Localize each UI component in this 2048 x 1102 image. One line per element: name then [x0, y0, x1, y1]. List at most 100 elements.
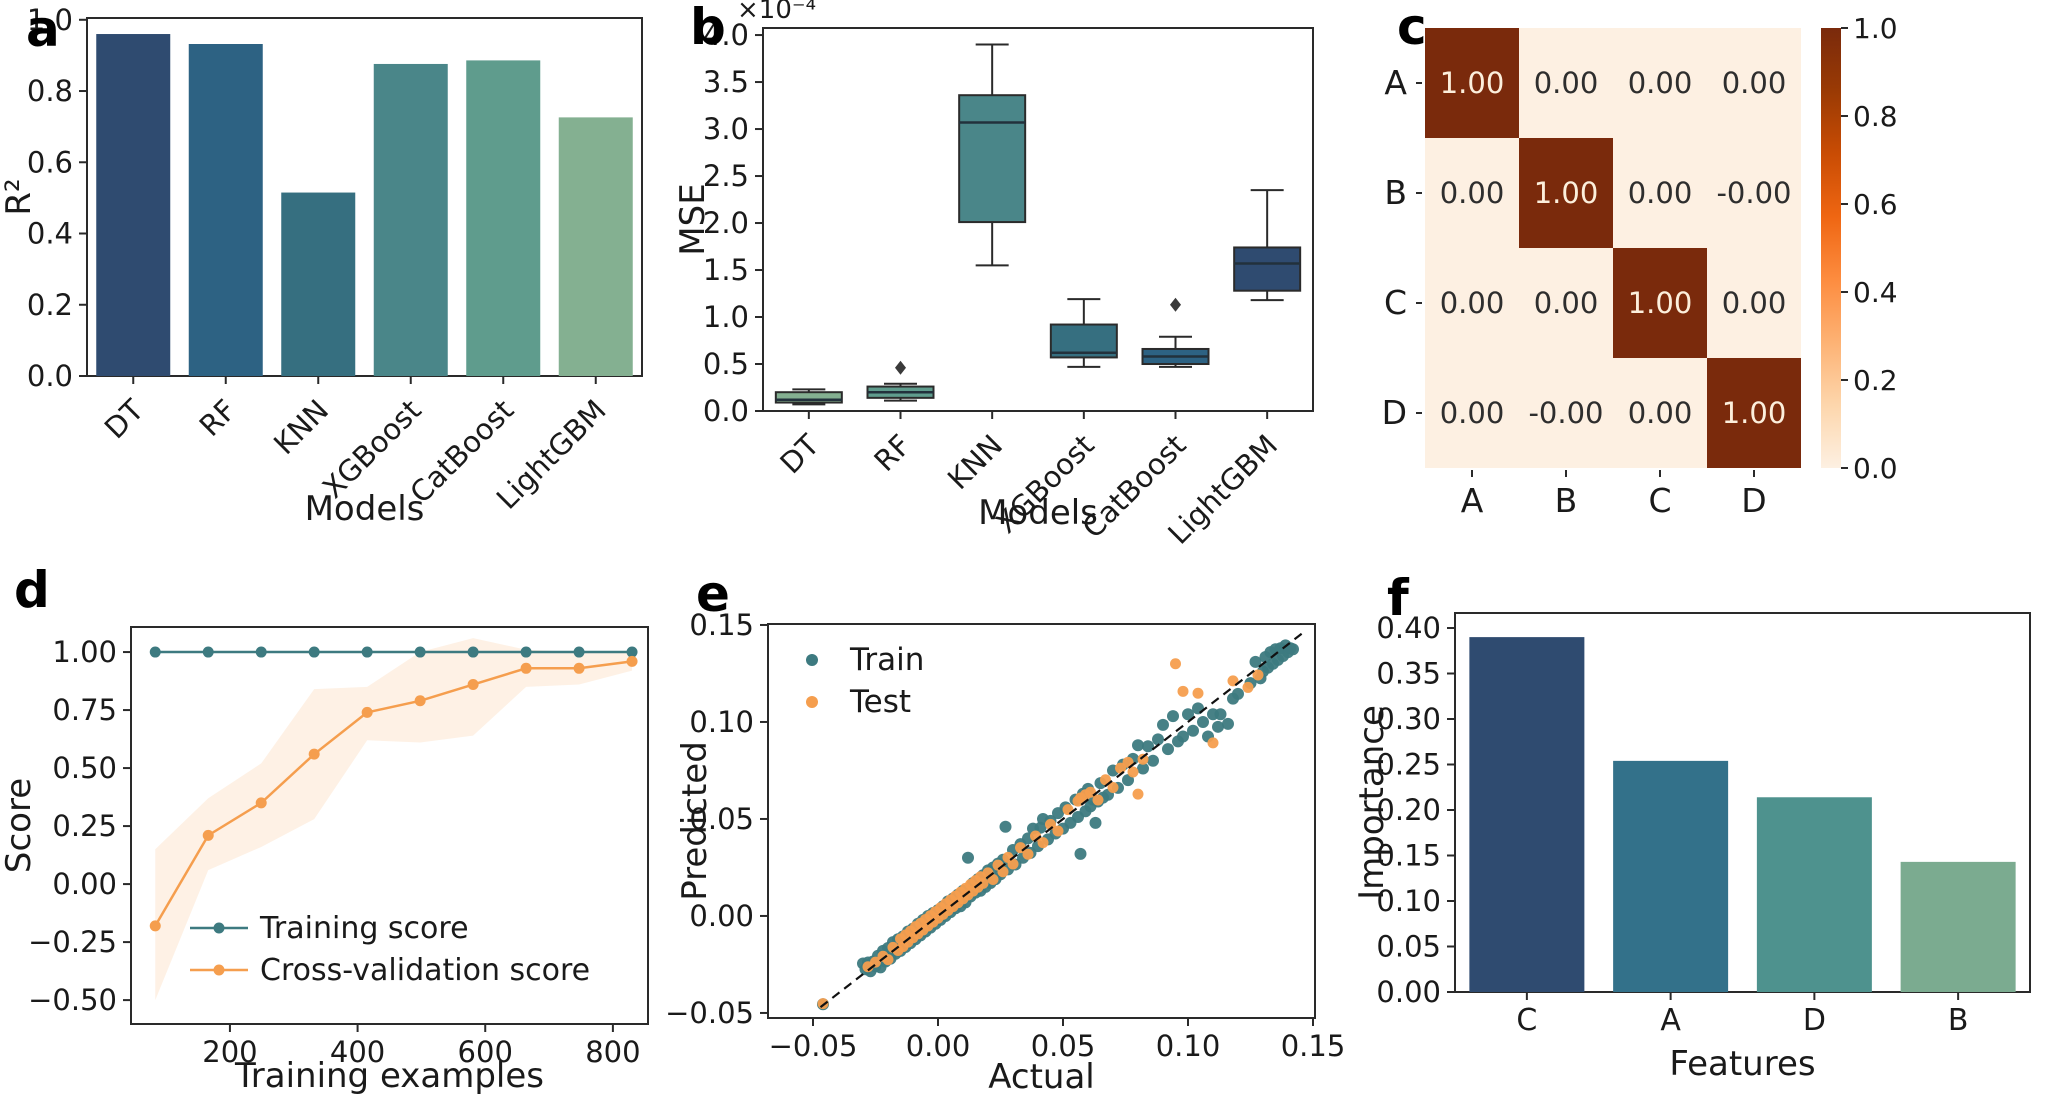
train-point [1089, 816, 1102, 829]
y-tick-label: 1.0 [703, 300, 749, 334]
test-point [882, 954, 894, 966]
train-point [1074, 847, 1087, 860]
y-tick-label: −0.50 [28, 983, 117, 1017]
x-axis-label: Models [305, 489, 425, 529]
heatmap-cell [1425, 28, 1519, 138]
train-point [1152, 733, 1164, 746]
heatmap-cell [1613, 138, 1707, 248]
train-point [1232, 687, 1244, 700]
legend-label: Training score [259, 911, 469, 946]
legend-label: Test [849, 684, 911, 720]
x-tick-label: 0.05 [1031, 1029, 1096, 1063]
panel-d: d 1.00 0.75 0.50 0.25 0.00 −0.25 −0.50 200 400 60… [0, 551, 682, 1102]
train-point [1142, 740, 1154, 753]
y-tick-label: 0.30 [1376, 702, 1441, 736]
y-tick-label: −0.05 [665, 996, 754, 1030]
panel-b: b 0.0 0.5 1.0 1.5 2.0 2.5 3.0 3.5 4.0 ×10⁻⁴ DT RF KN… [673, 0, 1365, 551]
colorbar-tick-label: 0.4 [1853, 276, 1898, 309]
y-tick-label: 1.0 [27, 3, 73, 37]
panel-letter-f: f [1387, 569, 1409, 627]
train-score-line-marker [626, 646, 638, 658]
y-tick-label: 0.75 [52, 693, 117, 727]
train-point [1177, 730, 1189, 743]
colorbar-tick-label: 0.6 [1853, 188, 1898, 221]
heatmap-cell-value: 0.00 [1628, 176, 1693, 210]
bar-B [1900, 861, 2016, 992]
bar-RF [188, 44, 263, 377]
axes-frame [762, 27, 1314, 412]
heatmap-cell [1613, 358, 1707, 468]
train-point [1147, 754, 1159, 767]
x-axis-label: Actual [988, 1057, 1095, 1097]
legend-label: Cross-validation score [260, 953, 590, 988]
y-axis-label: R² [0, 178, 39, 215]
bar-A [1613, 760, 1729, 992]
chart-mse-boxplot: 0.00.51.01.52.02.53.03.54.0×10⁻⁴DT RF KNNX… [673, 0, 1314, 551]
heatmap-cell-value: 0.00 [1628, 66, 1693, 100]
train-score-line-marker [255, 646, 267, 658]
y-tick-label: 0.6 [27, 145, 73, 179]
heatmap-cell [1707, 358, 1801, 468]
y-tick-label: 0.50 [52, 751, 117, 785]
y-tick-label: 0.05 [1376, 930, 1441, 964]
test-point [1170, 658, 1181, 670]
heatmap-cell-value: 1.00 [1534, 176, 1599, 210]
bar-C [1469, 637, 1585, 992]
heatmap-cell [1519, 138, 1613, 248]
cv-score-line-marker [149, 920, 161, 932]
x-tick-label: RF [193, 393, 243, 443]
test-point [1242, 681, 1254, 693]
train-point [1132, 739, 1144, 752]
y-tick-label: 2.0 [703, 206, 749, 240]
colorbar-tick-label: 0.2 [1853, 364, 1898, 397]
heatmap-cell-value: 1.00 [1440, 66, 1505, 100]
cv-score-line-marker [626, 655, 638, 667]
bar-XGBoost [373, 63, 448, 376]
heatmap-cell-value: -0.00 [1528, 396, 1603, 430]
heatmap-cell [1425, 248, 1519, 358]
legend-marker [213, 922, 225, 934]
y-tick-label: 0.40 [1376, 611, 1441, 645]
heatmap-cell-value: -0.00 [1716, 176, 1791, 210]
heatmap-cell-value: 0.00 [1440, 176, 1505, 210]
panel-c: c 1.00 0.00 0.00 0.00 0.00 1.00 0.00 -0.00 0.00 0… [1365, 0, 2048, 551]
x-tick-label: 800 [585, 1035, 640, 1069]
y-axis-label: Score [0, 778, 39, 873]
legend-marker [806, 696, 818, 708]
chart-correlation-heatmap: 1.00 0.00 0.00 0.00 0.00 1.00 0.00 -0.00 0.00 0.0… [1382, 12, 1898, 520]
legend-marker [213, 964, 225, 976]
train-score-line-marker [573, 646, 585, 658]
cv-score-line-marker [467, 679, 479, 691]
heatmap-cell-value: 0.00 [1440, 286, 1505, 320]
x-tick-label: KNN [267, 393, 335, 461]
colorbar [1821, 28, 1841, 468]
col-label: C [1648, 481, 1671, 520]
legend-marker [806, 654, 818, 666]
y-axis-label: MSE [673, 183, 713, 255]
train-point [1287, 643, 1299, 656]
train-point [1182, 708, 1194, 721]
test-point [1037, 837, 1049, 849]
chart-r2-bars: 0.00.20.40.60.81.0DT RF KNNXGBoostCatBoost… [0, 3, 643, 529]
train-score-line-marker [520, 646, 532, 658]
train-point [1192, 702, 1204, 715]
train-point [1167, 710, 1179, 723]
train-point [962, 851, 974, 864]
train-point [1249, 655, 1262, 668]
heatmap-cell-value: 0.00 [1628, 396, 1693, 430]
y-tick-label: 0.35 [1376, 657, 1441, 691]
panel-a: a 0.0 0.2 0.4 0.6 0.8 1.0 DT RF KNN XGBoost CatBoo… [0, 0, 682, 551]
y-tick-label: 0.4 [27, 217, 73, 251]
y-tick-label: 0.20 [1376, 793, 1441, 827]
heatmap-cell-value: 0.00 [1440, 396, 1505, 430]
y-tick-label: 0.10 [1376, 884, 1441, 918]
y-tick-label: 0.00 [1376, 975, 1441, 1009]
x-axis-label: Training examples [234, 1056, 544, 1096]
panel-letter-c: c [1397, 0, 1427, 56]
identity-line [819, 631, 1304, 1009]
y-tick-label: 1.5 [703, 253, 749, 287]
y-axis-label: Importance [1352, 705, 1392, 900]
test-point [1045, 818, 1056, 830]
box-DT [774, 391, 843, 404]
y-tick-label: 0.2 [27, 288, 73, 322]
